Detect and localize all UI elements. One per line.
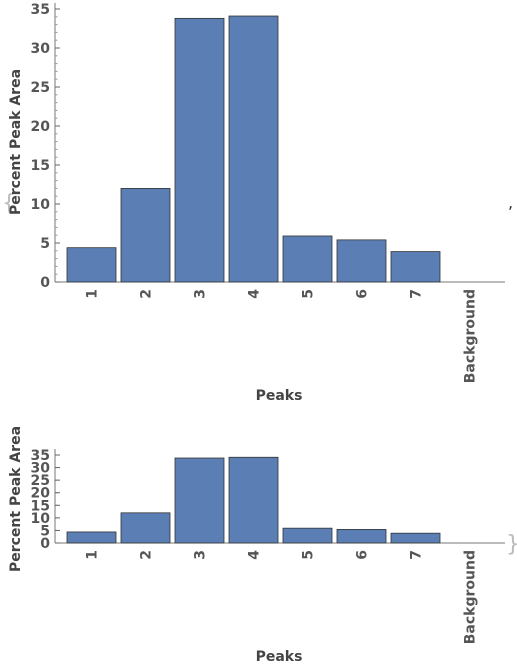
bar-4 — [228, 15, 279, 283]
x-tick-label-6: 6 — [355, 550, 371, 560]
bar-7 — [390, 532, 441, 544]
y-tick-label: 15 — [31, 498, 50, 514]
x-tick-label-1: 1 — [85, 289, 101, 299]
bar-1 — [66, 531, 117, 544]
y-tick-label: 10 — [31, 197, 51, 213]
x-tick-label-background: Background — [463, 550, 479, 644]
y-tick-label: 0 — [40, 275, 50, 291]
bar-2 — [120, 512, 171, 544]
y-tick-label: 5 — [40, 236, 50, 252]
x-tick-label-3: 3 — [193, 289, 209, 299]
bar-3 — [174, 457, 225, 544]
bar-6 — [336, 239, 387, 283]
x-tick-label-6: 6 — [355, 289, 371, 299]
chart-1: 0 5 10 15 20 25 30 35 1 2 3 4 5 6 7 Background Percent P… — [8, 2, 505, 404]
y-tick-label: 0 — [40, 536, 50, 552]
x-tick-label-5: 5 — [301, 550, 317, 560]
y-tick-label: 15 — [31, 158, 50, 174]
x-axis-title: Peaks — [256, 649, 303, 665]
bar-4 — [228, 456, 279, 544]
x-tick-label-7: 7 — [409, 289, 425, 299]
y-tick-label: 10 — [31, 511, 51, 527]
x-tick-label-5: 5 — [301, 289, 317, 299]
y-tick-label: 5 — [40, 523, 50, 539]
y-tick-label: 25 — [31, 80, 50, 96]
x-tick-label-3: 3 — [193, 550, 209, 560]
y-tick-label: 20 — [31, 119, 51, 135]
close-brace: } — [506, 532, 517, 557]
y-tick-label: 30 — [31, 461, 51, 477]
bar-6 — [336, 529, 387, 544]
x-tick-label-7: 7 — [409, 550, 425, 560]
x-tick-label-background: Background — [463, 289, 479, 383]
bar-3 — [174, 17, 225, 283]
x-axis-title: Peaks — [256, 388, 303, 404]
x-tick-label-2: 2 — [139, 289, 155, 299]
x-tick-label-2: 2 — [139, 550, 155, 560]
open-brace: { — [2, 191, 16, 216]
bar-5 — [282, 527, 333, 544]
bar-2 — [120, 187, 171, 283]
y-tick-label: 35 — [31, 2, 50, 18]
y-axis-title: Percent Peak Area — [8, 69, 24, 215]
list-separator-comma: , — [508, 193, 513, 212]
y-tick-label: 25 — [31, 473, 50, 489]
bar-7 — [390, 251, 441, 283]
y-tick-label: 35 — [31, 448, 50, 464]
y-tick-label: 20 — [31, 486, 51, 502]
x-tick-label-1: 1 — [85, 550, 101, 560]
x-tick-label-4: 4 — [247, 550, 263, 560]
bar-5 — [282, 235, 333, 283]
bar-1 — [66, 247, 117, 283]
y-tick-label: 30 — [31, 41, 51, 57]
x-tick-label-4: 4 — [247, 289, 263, 299]
y-axis-title: Percent Peak Area — [8, 426, 24, 572]
